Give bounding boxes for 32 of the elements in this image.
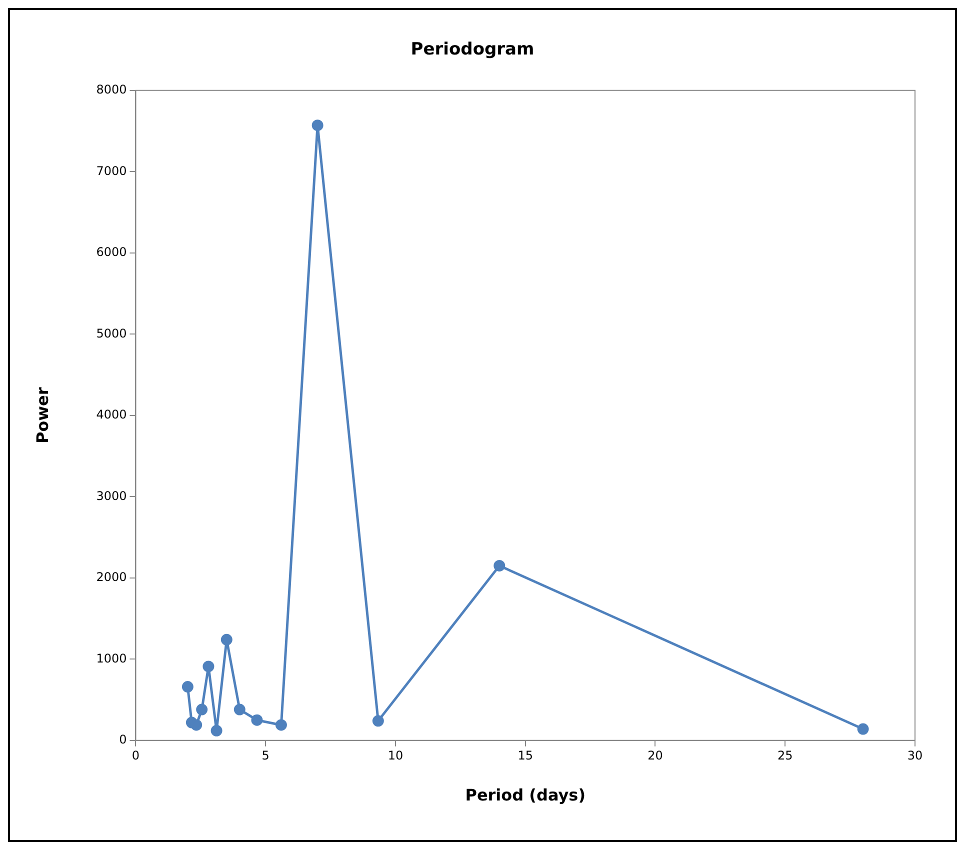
x-axis-title: Period (days) bbox=[465, 786, 586, 805]
y-tick-label: 5000 bbox=[96, 326, 127, 340]
point bbox=[494, 560, 506, 572]
y-tick-label: 8000 bbox=[96, 82, 127, 97]
point bbox=[275, 719, 287, 731]
point bbox=[857, 723, 869, 735]
x-tick-label: 0 bbox=[132, 748, 140, 763]
point bbox=[190, 719, 202, 731]
y-tick-label: 0 bbox=[119, 732, 127, 747]
x-tick-label: 30 bbox=[907, 748, 923, 763]
point bbox=[234, 704, 246, 716]
x-tick-label: 15 bbox=[518, 748, 534, 763]
point bbox=[372, 715, 384, 727]
y-tick-label: 4000 bbox=[96, 408, 127, 422]
chart-title: Periodogram bbox=[410, 40, 534, 60]
point bbox=[202, 660, 214, 672]
point bbox=[312, 120, 324, 132]
x-tick-label: 10 bbox=[388, 748, 404, 763]
y-tick-label: 1000 bbox=[96, 651, 127, 666]
point bbox=[251, 714, 263, 726]
x-tick-label: 25 bbox=[777, 748, 793, 763]
y-tick-label: 3000 bbox=[96, 488, 127, 503]
y-tick-label: 7000 bbox=[96, 164, 127, 178]
x-tick-label: 5 bbox=[262, 748, 270, 763]
x-tick-label: 20 bbox=[648, 748, 663, 763]
y-tick-label: 6000 bbox=[96, 245, 127, 260]
point bbox=[210, 724, 222, 736]
point bbox=[196, 704, 208, 716]
y-tick-label: 2000 bbox=[96, 570, 127, 584]
point bbox=[182, 681, 194, 693]
point bbox=[220, 634, 232, 646]
y-axis-title: Power bbox=[32, 387, 52, 444]
